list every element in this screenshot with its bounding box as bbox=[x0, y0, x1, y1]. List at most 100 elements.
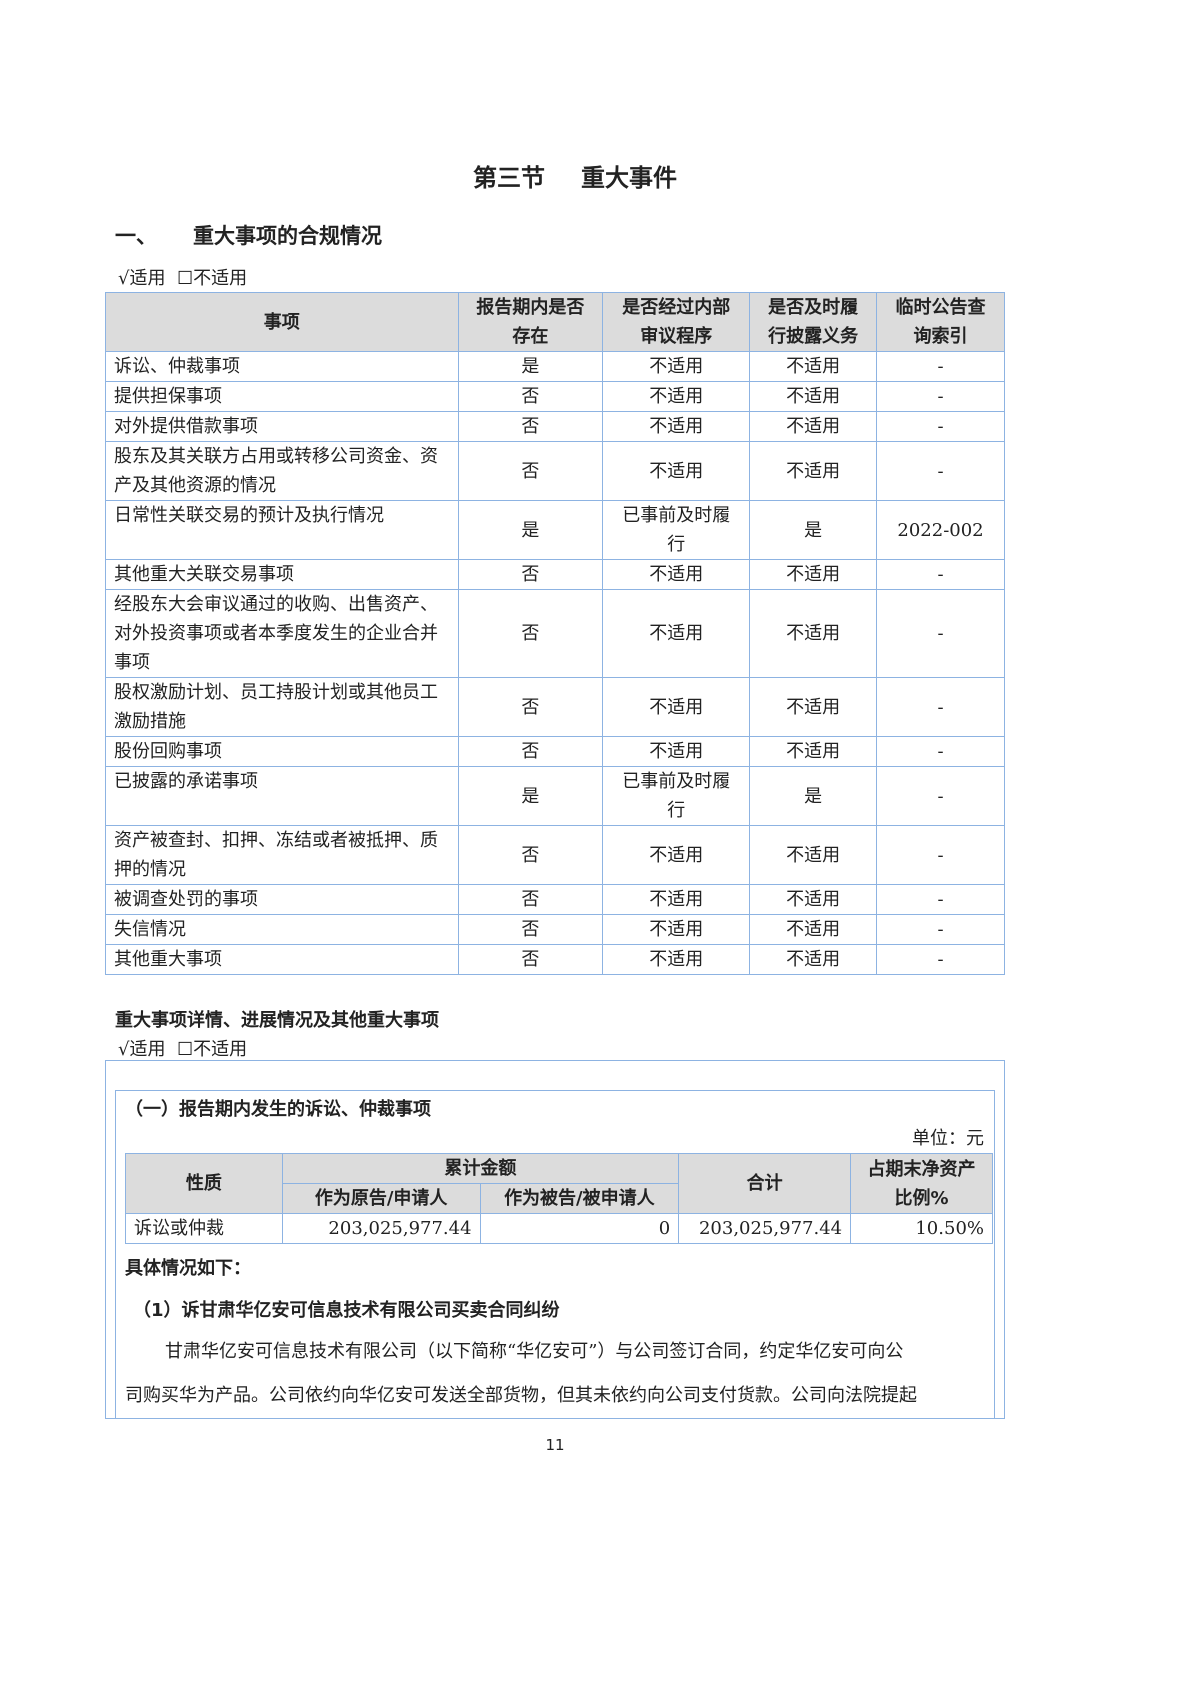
cell-disclosure: 不适用 bbox=[749, 411, 878, 442]
cell-exists: 是 bbox=[457, 351, 604, 382]
heading-compliance: 一、 重大事项的合规情况 bbox=[115, 224, 382, 248]
table-row: 经股东大会审议通过的收购、出售资产、对外投资事项或者本季度发生的企业合并事项否不… bbox=[105, 589, 1005, 678]
cell-exists: 否 bbox=[457, 559, 604, 590]
cell-disclosure: 不适用 bbox=[749, 441, 878, 501]
cell-disclosure: 不适用 bbox=[749, 381, 878, 412]
cell-exists: 否 bbox=[457, 677, 604, 737]
cell-item: 已披露的承诺事项 bbox=[105, 766, 459, 826]
cell-disclosure: 不适用 bbox=[749, 914, 878, 945]
table-row: 股东及其关联方占用或转移公司资金、资产及其他资源的情况否不适用 不适用 - bbox=[105, 441, 1005, 501]
cell-item: 股份回购事项 bbox=[105, 736, 459, 767]
cell-index: - bbox=[876, 736, 1005, 767]
applicability-2: √适用 ☐不适用 bbox=[118, 1039, 248, 1060]
cell-exists: 否 bbox=[457, 411, 604, 442]
cell-exists: 否 bbox=[457, 736, 604, 767]
applicability-1: √适用 ☐不适用 bbox=[118, 268, 248, 289]
cell-review: 不适用 bbox=[602, 914, 751, 945]
cell-index: - bbox=[876, 441, 1005, 501]
cell-nature: 诉讼或仲裁 bbox=[125, 1213, 283, 1244]
header-plaintiff: 作为原告/申请人 bbox=[281, 1183, 481, 1214]
cell-index: - bbox=[876, 589, 1005, 678]
table-row: 被调查处罚的事项否不适用 不适用 - bbox=[105, 884, 1005, 915]
cell-item: 其他重大关联交易事项 bbox=[105, 559, 459, 590]
cell-disclosure: 不适用 bbox=[749, 825, 878, 885]
cell-review: 不适用 bbox=[602, 884, 751, 915]
table-row: 其他重大关联交易事项否不适用 不适用 - bbox=[105, 559, 1005, 590]
cell-review: 不适用 bbox=[602, 381, 751, 412]
cell-item: 对外提供借款事项 bbox=[105, 411, 459, 442]
cell-total: 203,025,977.44 bbox=[678, 1213, 852, 1244]
cell-exists: 否 bbox=[457, 914, 604, 945]
cell-exists: 否 bbox=[457, 441, 604, 501]
header-cumulative: 累计金额 bbox=[281, 1153, 680, 1184]
litigation-subtitle: （一）报告期内发生的诉讼、仲裁事项 bbox=[125, 1099, 431, 1120]
cell-item: 股东及其关联方占用或转移公司资金、资产及其他资源的情况 bbox=[105, 441, 459, 501]
column-header: 临时公告查询索引 bbox=[876, 292, 1005, 352]
cell-disclosure: 不适用 bbox=[749, 884, 878, 915]
table-row: 股权激励计划、员工持股计划或其他员工激励措施否不适用 不适用 - bbox=[105, 677, 1005, 737]
cell-item: 被调查处罚的事项 bbox=[105, 884, 459, 915]
cell-review: 不适用 bbox=[602, 736, 751, 767]
cell-index: - bbox=[876, 884, 1005, 915]
table-row: 失信情况否不适用 不适用 - bbox=[105, 914, 1005, 945]
cell-disclosure: 不适用 bbox=[749, 944, 878, 975]
cell-review: 已事前及时履行 bbox=[602, 766, 751, 826]
cell-review: 不适用 bbox=[602, 441, 751, 501]
cell-item: 经股东大会审议通过的收购、出售资产、对外投资事项或者本季度发生的企业合并事项 bbox=[105, 589, 459, 678]
header-nature: 性质 bbox=[125, 1153, 283, 1214]
cell-review: 不适用 bbox=[602, 351, 751, 382]
column-header: 事项 bbox=[105, 292, 459, 352]
details-label: 具体情况如下： bbox=[125, 1258, 251, 1279]
column-header: 是否及时履行披露义务 bbox=[749, 292, 878, 352]
cell-review: 不适用 bbox=[602, 944, 751, 975]
table-row: 对外提供借款事项否不适用 不适用 - bbox=[105, 411, 1005, 442]
cell-index: - bbox=[876, 351, 1005, 382]
table-row: 资产被查封、扣押、冻结或者被抵押、质押的情况否不适用 不适用 - bbox=[105, 825, 1005, 885]
column-header: 是否经过内部审议程序 bbox=[602, 292, 751, 352]
cell-review: 不适用 bbox=[602, 589, 751, 678]
cell-index: 2022-002 bbox=[876, 500, 1005, 560]
table-row: 日常性关联交易的预计及执行情况是已事前及时履行是 2022-002 bbox=[105, 500, 1005, 560]
cell-review: 不适用 bbox=[602, 825, 751, 885]
cell-item: 其他重大事项 bbox=[105, 944, 459, 975]
cell-exists: 是 bbox=[457, 500, 604, 560]
case-title: （1）诉甘肃华亿安可信息技术有限公司买卖合同纠纷 bbox=[133, 1300, 560, 1321]
cell-disclosure: 不适用 bbox=[749, 736, 878, 767]
cell-exists: 否 bbox=[457, 944, 604, 975]
table-row: 股份回购事项否不适用 不适用 - bbox=[105, 736, 1005, 767]
litigation-table: 性质 累计金额 合计 占期末净资产比例% 作为原告/申请人 作为被告/被申请人 … bbox=[125, 1153, 993, 1244]
details-outer-box bbox=[105, 1060, 1005, 1419]
table-row: 诉讼、仲裁事项是不适用 不适用 - bbox=[105, 351, 1005, 382]
header-defendant: 作为被告/被申请人 bbox=[479, 1183, 680, 1214]
cell-index: - bbox=[876, 825, 1005, 885]
cell-exists: 是 bbox=[457, 766, 604, 826]
cell-review: 已事前及时履行 bbox=[602, 500, 751, 560]
cell-disclosure: 不适用 bbox=[749, 559, 878, 590]
cell-disclosure: 不适用 bbox=[749, 589, 878, 678]
cell-exists: 否 bbox=[457, 825, 604, 885]
header-ratio: 占期末净资产比例% bbox=[850, 1153, 993, 1214]
cell-review: 不适用 bbox=[602, 411, 751, 442]
unit-label: 单位：元 bbox=[912, 1128, 984, 1149]
cell-index: - bbox=[876, 914, 1005, 945]
cell-index: - bbox=[876, 411, 1005, 442]
cell-disclosure: 是 bbox=[749, 766, 878, 826]
cell-index: - bbox=[876, 559, 1005, 590]
cell-disclosure: 不适用 bbox=[749, 677, 878, 737]
cell-exists: 否 bbox=[457, 589, 604, 678]
cell-exists: 否 bbox=[457, 884, 604, 915]
cell-item: 提供担保事项 bbox=[105, 381, 459, 412]
cell-defendant: 0 bbox=[479, 1213, 680, 1244]
section-title: 第三节 重大事件 bbox=[473, 164, 677, 192]
cell-index: - bbox=[876, 381, 1005, 412]
cell-index: - bbox=[876, 677, 1005, 737]
table-row: 其他重大事项否不适用 不适用 - bbox=[105, 944, 1005, 975]
cell-item: 诉讼、仲裁事项 bbox=[105, 351, 459, 382]
cell-item: 失信情况 bbox=[105, 914, 459, 945]
case-paragraph: 甘肃华亿安可信息技术有限公司（以下简称“华亿安可”）与公司签订合同，约定华亿安可… bbox=[125, 1341, 917, 1406]
cell-index: - bbox=[876, 766, 1005, 826]
cell-plaintiff: 203,025,977.44 bbox=[281, 1213, 481, 1244]
cell-exists: 否 bbox=[457, 381, 604, 412]
page-number: 11 bbox=[545, 1436, 565, 1454]
